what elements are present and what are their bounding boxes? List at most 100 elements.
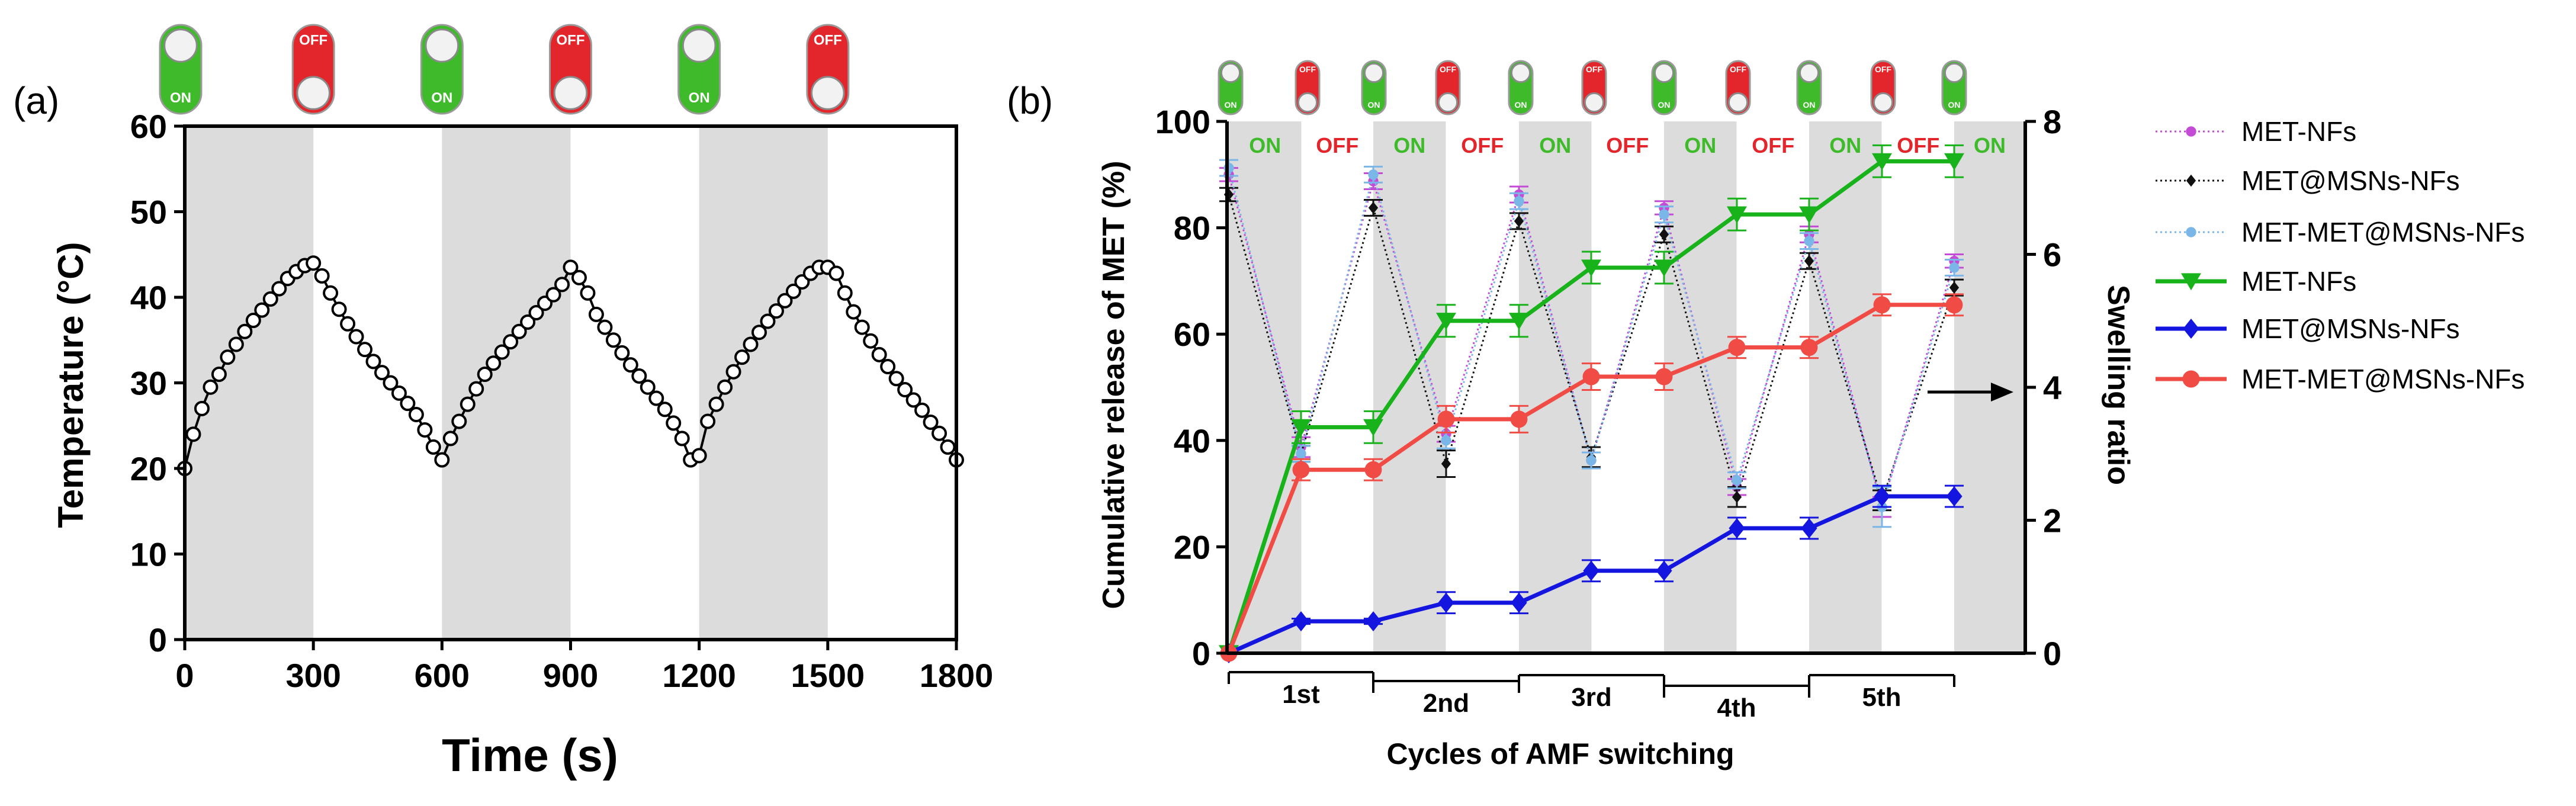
marker-circle [1441, 435, 1451, 446]
phase-label: ON [1539, 133, 1571, 158]
switch-knob [1297, 92, 1318, 113]
data-point [203, 379, 219, 395]
legend-label: MET-NFs [2241, 266, 2356, 297]
switch-knob [163, 28, 198, 63]
phase-label: ON [1829, 133, 1861, 158]
data-point [640, 379, 656, 395]
marker-triangle [1581, 259, 1601, 277]
marker-diamond [1659, 228, 1669, 241]
data-point [254, 302, 270, 318]
switch-knob [296, 76, 330, 110]
marker-circle [1514, 196, 1524, 207]
data-point [323, 285, 339, 301]
phase-label: ON [1684, 133, 1716, 158]
shaded-on-interval [699, 126, 828, 640]
shaded-on-phase [1519, 121, 1592, 653]
shaded-on-interval [185, 126, 314, 640]
switch-text: ON [170, 90, 191, 106]
switch-on-icon: ON [1651, 60, 1677, 115]
switch-on-icon: ON [420, 24, 464, 115]
data-point [348, 329, 364, 345]
marker-diamond [1583, 560, 1599, 581]
marker-circle [2186, 227, 2196, 237]
data-point [597, 319, 613, 335]
data-point [837, 285, 853, 301]
data-point [734, 349, 750, 365]
panel-b-y-axis-label: Cumulative release of MET (%) [1097, 160, 1131, 609]
data-point [528, 305, 544, 321]
marker-diamond [1946, 486, 1962, 507]
marker-triangle [1363, 419, 1383, 436]
marker-circle [1732, 475, 1742, 486]
panel-b-series [1219, 144, 1964, 663]
switch-off-icon: OFF [549, 24, 592, 115]
data-point [511, 323, 527, 339]
legend-label: MET-MET@MSNs-NFs [2241, 364, 2525, 394]
marker-diamond [1441, 457, 1451, 470]
data-point [314, 268, 330, 284]
data-point [554, 277, 570, 293]
phase-label: OFF [1606, 133, 1649, 158]
legend-entry: MET-MET@MSNs-NFs [2156, 364, 2525, 394]
data-point [194, 400, 210, 416]
switch-text: OFF [1875, 65, 1891, 74]
shaded-on-phase [1809, 121, 1882, 653]
y-tick-label: 60 [130, 108, 167, 145]
marker-circle [1510, 410, 1528, 428]
marker-diamond [1293, 611, 1309, 632]
data-point [237, 323, 253, 339]
data-point [460, 396, 476, 412]
switch-knob [553, 76, 588, 110]
cycle-label: 3rd [1571, 683, 1611, 712]
shaded-on-interval [442, 126, 571, 640]
data-point [768, 303, 784, 319]
data-point [614, 345, 630, 361]
switch-knob [1727, 92, 1749, 113]
panel-a-switch-icons: ON OFF ON OFF ON OFF [159, 24, 850, 115]
data-point [888, 371, 904, 387]
switch-knob [811, 76, 845, 110]
switch-text: OFF [1586, 65, 1602, 74]
data-point [897, 382, 913, 398]
switch-off-icon: OFF [806, 24, 850, 115]
marker-circle [1296, 448, 1306, 459]
right-axis-arrow [1928, 383, 2013, 402]
legend-label: MET@MSNs-NFs [2241, 313, 2460, 344]
marker-diamond [1949, 281, 1960, 294]
data-point [494, 344, 510, 360]
marker-triangle [1509, 313, 1529, 330]
y-tick-label: 0 [149, 621, 167, 659]
y2-tick-label: 4 [2043, 369, 2061, 406]
data-point [905, 392, 921, 408]
data-point [220, 349, 236, 365]
switch-on-icon: ON [1361, 60, 1387, 115]
legend-entry: MET@MSNs-NFs [2156, 313, 2460, 344]
data-point [674, 431, 690, 447]
data-point [657, 402, 673, 418]
data-point [520, 314, 536, 330]
data-point [306, 255, 322, 271]
switch-text: ON [1515, 100, 1527, 110]
panel-a-label: (a) [13, 79, 59, 122]
data-point [417, 422, 433, 438]
marker-triangle [1291, 419, 1311, 436]
marker-diamond [1801, 518, 1817, 538]
switch-knob [1944, 62, 1965, 84]
marker-circle [1873, 296, 1891, 314]
marker-triangle [1944, 153, 1964, 171]
data-point [717, 379, 733, 395]
shaded-on-phase [1373, 121, 1446, 653]
data-point [211, 367, 227, 383]
data-point [365, 354, 381, 370]
data-point [622, 357, 638, 373]
switch-text: ON [1803, 100, 1816, 110]
data-point [828, 265, 844, 281]
data-point [563, 259, 579, 275]
y-tick-label: 50 [130, 194, 167, 231]
marker-triangle [1654, 259, 1674, 277]
marker-circle [1728, 339, 1746, 357]
phase-label: ON [1974, 133, 2006, 158]
switch-off-icon: OFF [1435, 60, 1461, 115]
switch-knob [1220, 62, 1241, 84]
panel-b-switch-icons: ON OFF ON OFF ON OFF ON OFF ON OFF ON [1218, 60, 1967, 115]
